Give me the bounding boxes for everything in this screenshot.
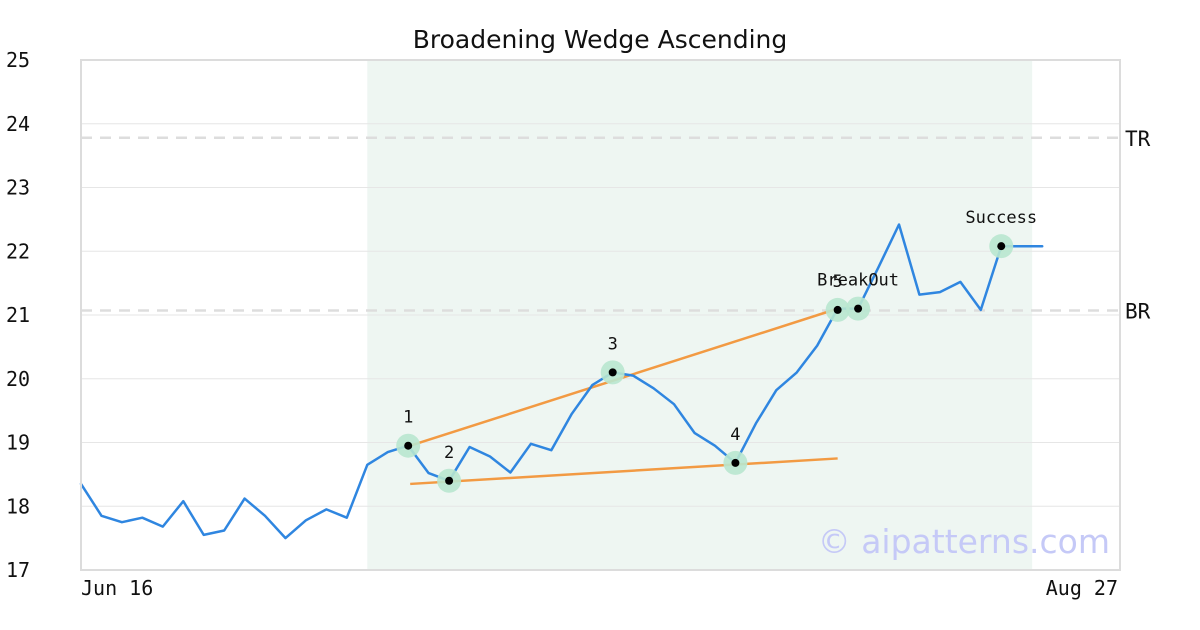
x-tick-label: Jun 16 — [81, 576, 153, 600]
marker-point — [608, 368, 617, 377]
y-tick-label: 20 — [6, 367, 30, 391]
plot-frame — [80, 59, 1121, 571]
y-tick-label: 23 — [6, 176, 30, 200]
marker-point — [854, 304, 863, 313]
marker-label: 4 — [730, 425, 740, 445]
marker-point — [997, 242, 1006, 251]
y-tick-label: 22 — [6, 239, 30, 263]
x-tick-label: Aug 27 — [1046, 576, 1118, 600]
marker-label: 2 — [444, 443, 454, 463]
trend-line-upper — [409, 307, 839, 447]
y-tick-label: 17 — [6, 558, 30, 582]
level-label-br: BR — [1125, 300, 1151, 324]
marker-label: 3 — [608, 334, 618, 354]
y-tick-label: 19 — [6, 431, 30, 455]
marker-label: BreakOut — [817, 271, 899, 291]
trend-line-lower — [410, 457, 838, 486]
chart-title: Broadening Wedge Ascending — [413, 25, 788, 54]
marker-label: 5 — [833, 272, 843, 292]
marker-label: Success — [965, 208, 1037, 228]
price-line — [79, 223, 1044, 540]
watermark: © aipatterns.com — [818, 522, 1110, 561]
y-tick-label: 21 — [6, 303, 30, 327]
level-label-tr: TR — [1125, 127, 1151, 151]
marker-point — [445, 476, 454, 485]
y-tick-label: 18 — [6, 494, 30, 518]
marker-point — [404, 441, 413, 450]
marker-point — [833, 305, 842, 314]
y-tick-label: 25 — [6, 48, 30, 72]
y-tick-label: 24 — [6, 112, 30, 136]
marker-point — [731, 458, 740, 467]
marker-label: 1 — [403, 408, 413, 428]
